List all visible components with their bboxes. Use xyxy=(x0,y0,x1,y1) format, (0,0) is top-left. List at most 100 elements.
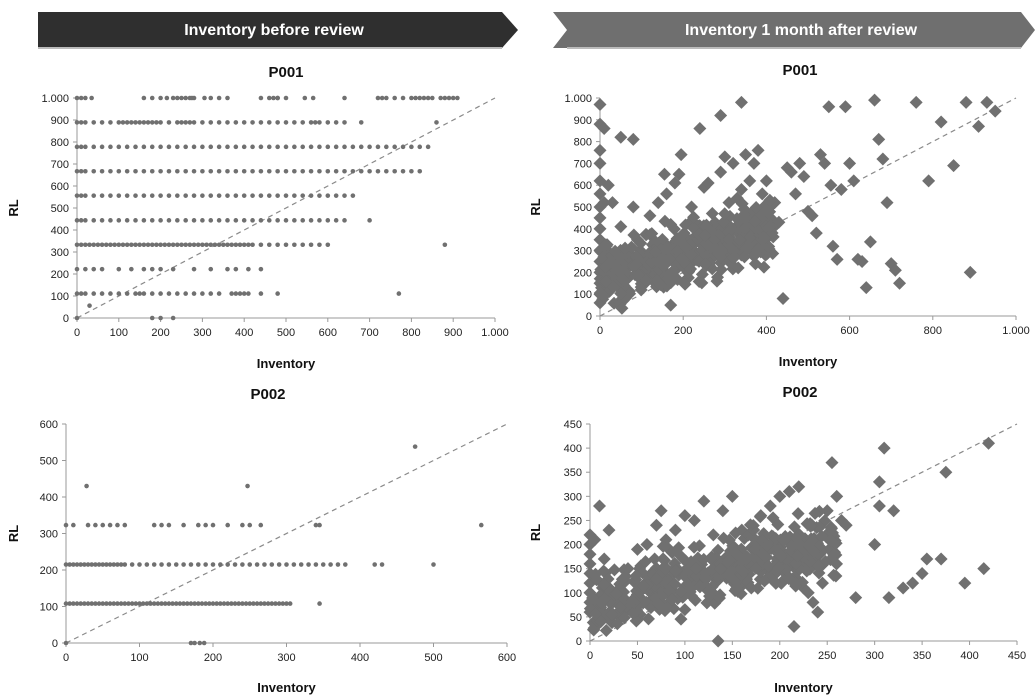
data-point xyxy=(292,218,297,223)
data-point xyxy=(313,562,319,567)
data-point xyxy=(166,562,172,567)
data-point xyxy=(598,592,612,606)
data-point xyxy=(84,483,89,489)
data-point xyxy=(254,562,260,567)
data-point xyxy=(99,242,105,248)
x-tick-label: 0 xyxy=(587,650,593,662)
data-point xyxy=(104,562,109,567)
data-point xyxy=(275,193,280,198)
data-point xyxy=(615,572,629,586)
data-point xyxy=(806,595,820,609)
data-point xyxy=(384,144,389,150)
data-point xyxy=(824,178,838,192)
data-point xyxy=(124,291,130,296)
data-point xyxy=(170,242,176,248)
x-tick-label: 200 xyxy=(674,325,692,337)
data-point xyxy=(237,291,243,296)
x-tick-label: 300 xyxy=(865,650,883,662)
data-point xyxy=(730,212,744,226)
data-point xyxy=(872,499,886,513)
data-point xyxy=(191,218,197,223)
data-point xyxy=(258,193,264,198)
data-point xyxy=(166,218,172,223)
data-point xyxy=(384,168,389,174)
data-point xyxy=(392,95,397,101)
data-point xyxy=(266,242,272,248)
data-point xyxy=(605,607,619,621)
data-point xyxy=(265,601,271,606)
data-point xyxy=(250,168,255,174)
data-point xyxy=(734,183,748,197)
data-point xyxy=(308,144,314,150)
data-point xyxy=(317,522,322,528)
data-point xyxy=(233,291,239,296)
data-point xyxy=(712,591,726,605)
data-point xyxy=(668,523,682,537)
data-point xyxy=(246,266,251,272)
data-point xyxy=(308,242,314,248)
data-point xyxy=(108,168,113,174)
data-point xyxy=(74,218,80,223)
data-point xyxy=(191,144,197,150)
data-point xyxy=(149,266,155,272)
data-point xyxy=(672,167,686,181)
data-point xyxy=(159,601,164,606)
data-point xyxy=(216,144,222,150)
x-tick-label: 300 xyxy=(277,652,295,664)
data-point xyxy=(233,193,239,198)
data-point xyxy=(204,242,209,248)
data-point xyxy=(181,562,186,567)
data-point xyxy=(593,143,607,157)
data-point xyxy=(149,144,155,150)
data-point xyxy=(158,315,163,321)
x-tick-label: 100 xyxy=(130,652,148,664)
data-point xyxy=(730,547,744,561)
data-point xyxy=(677,226,691,240)
data-point xyxy=(63,562,69,567)
data-point xyxy=(711,634,725,648)
data-point xyxy=(63,640,69,646)
data-point xyxy=(275,144,280,150)
data-point xyxy=(196,601,201,606)
data-point xyxy=(291,562,297,567)
data-point xyxy=(74,120,80,125)
data-point xyxy=(684,262,698,276)
data-point xyxy=(197,640,203,646)
data-point xyxy=(158,144,163,150)
data-point xyxy=(977,562,991,576)
data-point xyxy=(115,562,120,567)
data-point xyxy=(409,168,414,174)
y-tick-label: 400 xyxy=(574,224,592,236)
y-tick-label: 150 xyxy=(564,564,582,576)
data-point xyxy=(107,522,113,528)
x-axis-label: Inventory xyxy=(257,680,316,695)
data-point xyxy=(116,218,122,223)
data-point xyxy=(738,221,752,235)
data-point xyxy=(325,120,331,125)
data-point xyxy=(258,95,264,101)
y-tick-label: 50 xyxy=(570,612,582,624)
data-point xyxy=(200,291,205,296)
data-point xyxy=(216,95,222,101)
data-point xyxy=(792,480,806,494)
data-point xyxy=(283,95,289,101)
data-point xyxy=(129,242,134,248)
data-point xyxy=(939,465,953,479)
data-point xyxy=(342,120,347,125)
data-point xyxy=(149,95,155,101)
y-tick-label: 100 xyxy=(40,602,58,614)
data-point xyxy=(972,119,986,133)
data-point xyxy=(610,617,624,631)
data-point xyxy=(78,95,84,101)
data-point xyxy=(149,193,155,198)
data-point xyxy=(141,291,147,296)
data-point xyxy=(300,218,306,223)
data-point xyxy=(229,291,234,296)
y-axis-label: RL xyxy=(528,198,543,215)
y-tick-label: 300 xyxy=(574,246,592,258)
banner-left-arrow xyxy=(38,12,518,48)
data-point xyxy=(164,95,170,101)
data-point xyxy=(641,612,655,626)
data-point xyxy=(141,242,147,248)
data-point xyxy=(247,522,253,528)
